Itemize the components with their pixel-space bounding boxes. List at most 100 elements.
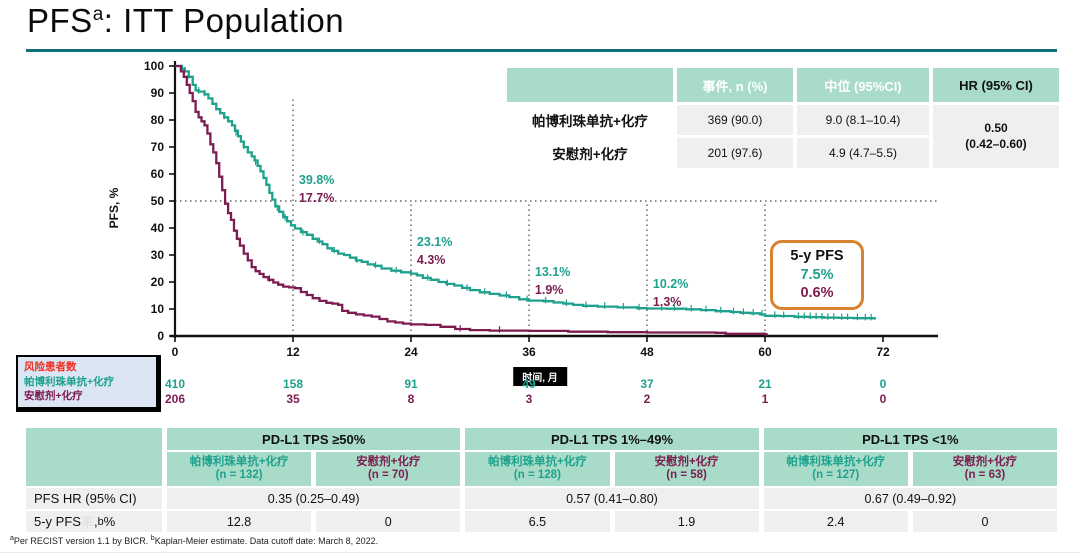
summary-header-events: 事件, n (%) bbox=[677, 68, 793, 102]
subgroup-hr-tps50: 0.35 (0.25–0.49) bbox=[167, 488, 461, 509]
five-year-pembro-value: 7.5% bbox=[800, 266, 834, 283]
title-text: PFS bbox=[27, 2, 93, 39]
risk-count: 21 bbox=[758, 377, 772, 391]
svg-text:24: 24 bbox=[404, 345, 418, 359]
arm-name: 安慰剂+化疗 bbox=[654, 455, 719, 468]
landmark-annotation: 17.7% bbox=[299, 191, 334, 205]
risk-count: 410 bbox=[164, 377, 186, 391]
risk-legend-title: 风险患者数 bbox=[24, 361, 77, 373]
risk-count: 1 bbox=[761, 392, 769, 406]
subgroup-arm: 安慰剂+化疗 (n = 58) bbox=[614, 452, 759, 486]
svg-text:50: 50 bbox=[151, 194, 165, 208]
summary-header-median: 中位 (95%CI) bbox=[797, 68, 929, 102]
summary-placebo-median: 4.9 (4.7–5.5) bbox=[797, 138, 929, 168]
svg-text:100: 100 bbox=[144, 59, 164, 73]
hr-value-line1: 0.50 bbox=[984, 120, 1008, 135]
arm-n: (n = 58) bbox=[666, 469, 707, 481]
arm-n: (n = 132) bbox=[215, 469, 263, 481]
svg-text:72: 72 bbox=[876, 345, 890, 359]
arm-name: 帕博利珠单抗+化疗 bbox=[488, 455, 587, 468]
landmark-annotation: 4.3% bbox=[417, 253, 446, 267]
landmark-annotation: 10.2% bbox=[653, 277, 688, 291]
subgroup-title-tps1-49: PD-L1 TPS 1%–49% bbox=[465, 428, 759, 450]
summary-corner-cell bbox=[507, 68, 673, 102]
label-5y-mid: , bbox=[93, 514, 98, 529]
svg-text:70: 70 bbox=[151, 140, 165, 154]
landmark-annotation: 1.9% bbox=[535, 283, 564, 297]
risk-count: 37 bbox=[640, 377, 654, 391]
summary-pembro-median: 9.0 (8.1–10.4) bbox=[797, 105, 929, 135]
svg-text:40: 40 bbox=[151, 221, 165, 235]
svg-text:20: 20 bbox=[151, 275, 165, 289]
arm-name: 安慰剂+化疗 bbox=[952, 455, 1018, 468]
risk-legend-placebo: 安慰剂+化疗 bbox=[24, 390, 83, 403]
subgroup-arm: 安慰剂+化疗 (n = 63) bbox=[912, 452, 1057, 486]
subgroup-5y-value: 0 bbox=[912, 511, 1057, 532]
footnote-part2: Kaplan-Meier estimate. Data cutoff date:… bbox=[154, 536, 379, 546]
subgroup-title-tps-lt1: PD-L1 TPS <1% bbox=[763, 428, 1057, 450]
risk-count: 0 bbox=[879, 377, 887, 391]
risk-count: 49 bbox=[522, 377, 536, 391]
page-title: PFSa: ITT Population bbox=[27, 2, 344, 40]
km-plot: 0 10 20 30 40 50 60 70 80 90 100 0 12 24 36 48 60 72 PFS, … bbox=[100, 56, 960, 361]
subgroup-corner-cell bbox=[26, 428, 162, 486]
arm-name: 帕博利珠单抗+化疗 bbox=[786, 455, 886, 468]
risk-count: 91 bbox=[404, 377, 418, 391]
label-5y-tail: % bbox=[103, 514, 116, 529]
arm-n: (n = 128) bbox=[513, 469, 561, 481]
subgroup-hr-tps-lt1: 0.67 (0.49–0.92) bbox=[763, 488, 1057, 509]
summary-row-pembro-label: 帕博利珠单抗+化疗 bbox=[507, 105, 673, 135]
risk-count: 206 bbox=[164, 392, 186, 406]
svg-text:80: 80 bbox=[151, 113, 165, 127]
landmark-annotation: 13.1% bbox=[535, 265, 570, 279]
subgroup-5y-value: 0 bbox=[316, 511, 461, 532]
subgroup-5y-value: 2.4 bbox=[763, 511, 908, 532]
arm-n: (n = 63) bbox=[964, 469, 1006, 481]
summary-pembro-events: 369 (90.0) bbox=[677, 105, 793, 135]
placebo-curve bbox=[175, 64, 768, 336]
svg-text:36: 36 bbox=[522, 345, 536, 359]
svg-text:0: 0 bbox=[157, 329, 164, 343]
summary-row-placebo-label: 安慰剂+化疗 bbox=[507, 138, 673, 168]
subgroup-arm: 帕博利珠单抗+化疗 (n = 127) bbox=[763, 452, 908, 486]
subgroup-arm: 帕博利珠单抗+化疗 (n = 128) bbox=[465, 452, 610, 486]
subgroup-table: PD-L1 TPS ≥50% PD-L1 TPS 1%–49% PD-L1 TP… bbox=[26, 428, 1057, 532]
label-5y-faint: 率 bbox=[80, 515, 94, 530]
y-axis-label: PFS, % bbox=[107, 187, 121, 228]
five-year-placebo-value: 0.6% bbox=[800, 285, 834, 302]
pembro-curve bbox=[175, 64, 877, 321]
subgroup-arm: 安慰剂+化疗 (n = 70) bbox=[316, 452, 461, 486]
hr-value-line2: (0.42–0.60) bbox=[965, 136, 1027, 151]
footnote: aPer RECIST version 1.1 by BICR. bKaplan… bbox=[10, 535, 378, 546]
title-superscript: a bbox=[92, 4, 104, 25]
title-underline bbox=[26, 49, 1057, 52]
svg-text:60: 60 bbox=[151, 167, 165, 181]
summary-placebo-events: 201 (97.6) bbox=[677, 138, 793, 168]
svg-text:60: 60 bbox=[758, 345, 772, 359]
svg-text:12: 12 bbox=[286, 345, 300, 359]
arm-n: (n = 127) bbox=[812, 469, 860, 481]
five-year-pfs-callout: 5-y PFS 7.5% 0.6% bbox=[770, 240, 864, 310]
footnote-sup-a: a bbox=[10, 535, 14, 542]
risk-count: 35 bbox=[286, 392, 300, 406]
svg-text:10: 10 bbox=[151, 302, 165, 316]
arm-name: 安慰剂+化疗 bbox=[356, 455, 421, 468]
summary-header-hr: HR (95% CI) bbox=[933, 68, 1059, 102]
subgroup-row-label-hr: PFS HR (95% CI) bbox=[26, 488, 162, 509]
footnote-sup-b: b bbox=[150, 535, 155, 542]
risk-count: 158 bbox=[282, 377, 304, 391]
subgroup-5y-value: 12.8 bbox=[167, 511, 312, 532]
landmark-annotation: 23.1% bbox=[417, 235, 452, 249]
risk-count: 3 bbox=[525, 392, 533, 406]
summary-table: 事件, n (%) 中位 (95%CI) HR (95% CI) 帕博利珠单抗+… bbox=[507, 68, 1059, 168]
label-5y-prefix: 5-y PFS bbox=[34, 514, 81, 529]
landmark-annotation: 39.8% bbox=[299, 173, 334, 187]
title-text-suffix: : ITT Population bbox=[103, 2, 345, 39]
subgroup-arm: 帕博利珠单抗+化疗 (n = 132) bbox=[167, 452, 312, 486]
five-year-title: 5-y PFS bbox=[790, 247, 844, 264]
subgroup-row-label-5y: 5-y PFS 率,b % bbox=[26, 511, 162, 532]
label-5y-sup: b bbox=[97, 515, 104, 528]
km-plot-svg: 0 10 20 30 40 50 60 70 80 90 100 0 12 24 36 48 60 72 PFS, … bbox=[107, 59, 938, 359]
risk-count: 8 bbox=[407, 392, 415, 406]
subgroup-hr-tps1-49: 0.57 (0.41–0.80) bbox=[465, 488, 759, 509]
